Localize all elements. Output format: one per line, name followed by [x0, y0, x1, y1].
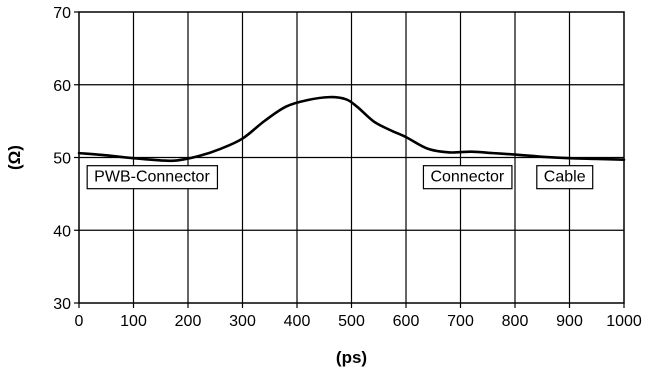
region-label-text: PWB-Connector: [94, 169, 210, 186]
region-label-box: PWB-Connector: [86, 165, 219, 190]
x-tick-label: 900: [556, 313, 583, 330]
x-tick-labels: 0 100 200 300 400 500 600 700 800 900 1000: [75, 313, 642, 330]
x-tick-label: 800: [502, 313, 529, 330]
x-tick-label: 500: [338, 313, 365, 330]
y-axis-title: (Ω): [5, 145, 24, 170]
y-tick-label: 50: [53, 151, 71, 168]
y-tick-label: 40: [53, 223, 71, 240]
region-label-text: Connector: [430, 169, 504, 186]
x-tick-label: 700: [447, 313, 474, 330]
x-tick-label: 0: [75, 313, 84, 330]
series-group: [77, 95, 626, 163]
y-tick-label: 60: [53, 78, 71, 95]
x-tick-label: 200: [175, 313, 202, 330]
impedance-series-line: [77, 95, 626, 163]
x-tick-label: 300: [229, 313, 256, 330]
y-tick-labels: 30 40 50 60 70: [53, 5, 71, 313]
x-tick-label: 1000: [606, 313, 642, 330]
region-label-box: Connector: [422, 165, 513, 190]
x-tick-label: 100: [120, 313, 147, 330]
region-label-frame: [86, 165, 219, 190]
region-label-text: Cable: [544, 169, 586, 186]
y-tick-label: 30: [53, 296, 71, 313]
annotations: PWB-Connector Connector Cable: [86, 165, 594, 190]
x-axis-title: (ps): [336, 348, 367, 367]
x-tick-label: 600: [393, 313, 420, 330]
plot-frame: [78, 11, 625, 304]
y-tick-label: 70: [53, 5, 71, 22]
region-label-frame: [536, 165, 594, 190]
x-tick-label: 400: [284, 313, 311, 330]
region-label-frame: [422, 165, 513, 190]
region-label-box: Cable: [536, 165, 594, 190]
